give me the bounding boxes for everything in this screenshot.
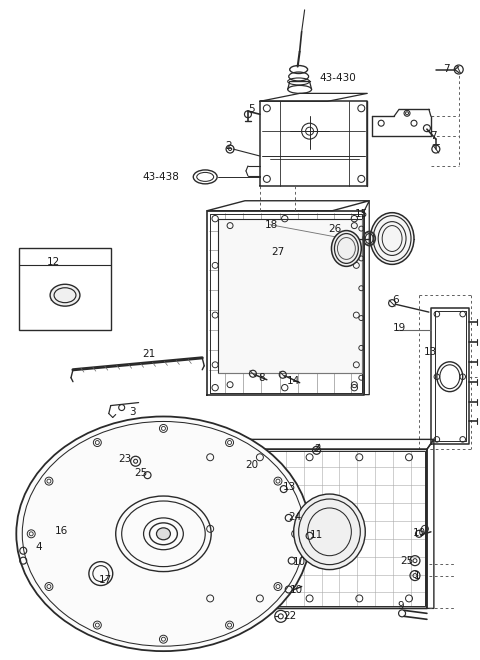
Bar [19, 248, 111, 330]
Text: 13: 13 [283, 482, 296, 492]
Text: 25: 25 [134, 468, 147, 478]
Ellipse shape [332, 230, 361, 267]
Text: 12: 12 [47, 257, 60, 267]
Text: 21: 21 [142, 349, 155, 359]
Text: 11: 11 [310, 530, 323, 540]
Bar [218, 218, 362, 373]
Text: 24: 24 [288, 512, 301, 522]
Text: 8: 8 [259, 373, 265, 383]
Text: 27: 27 [271, 248, 285, 257]
Text: 43-430: 43-430 [319, 73, 356, 83]
Ellipse shape [294, 494, 365, 570]
Text: 43-438: 43-438 [142, 172, 179, 182]
Ellipse shape [156, 528, 170, 540]
Text: 14: 14 [287, 376, 300, 385]
Text: 7: 7 [444, 63, 450, 73]
Text: 26: 26 [328, 224, 341, 234]
Text: 2: 2 [225, 141, 231, 151]
Text: 7: 7 [431, 131, 437, 141]
Text: 4: 4 [36, 542, 43, 552]
Text: 10: 10 [412, 528, 426, 538]
Text: 1: 1 [414, 571, 420, 581]
Text: 5: 5 [249, 104, 255, 114]
Text: 3: 3 [129, 407, 136, 416]
Text: 19: 19 [393, 323, 406, 333]
Text: 6: 6 [392, 295, 398, 305]
Text: 22: 22 [283, 611, 296, 621]
Ellipse shape [16, 416, 311, 651]
Ellipse shape [50, 284, 80, 306]
Text: 18: 18 [265, 220, 278, 230]
Text: 17: 17 [99, 575, 112, 585]
Text: 9: 9 [398, 601, 404, 611]
Text: 13: 13 [424, 347, 437, 357]
Text: 16: 16 [54, 526, 68, 536]
Text: 23: 23 [118, 454, 132, 464]
Ellipse shape [370, 213, 414, 265]
Text: 25: 25 [400, 556, 414, 566]
Text: 15: 15 [355, 209, 368, 218]
Text: 2: 2 [314, 444, 321, 454]
Text: 20: 20 [245, 460, 259, 470]
Text: 10: 10 [293, 556, 306, 567]
Text: 10: 10 [290, 585, 303, 595]
